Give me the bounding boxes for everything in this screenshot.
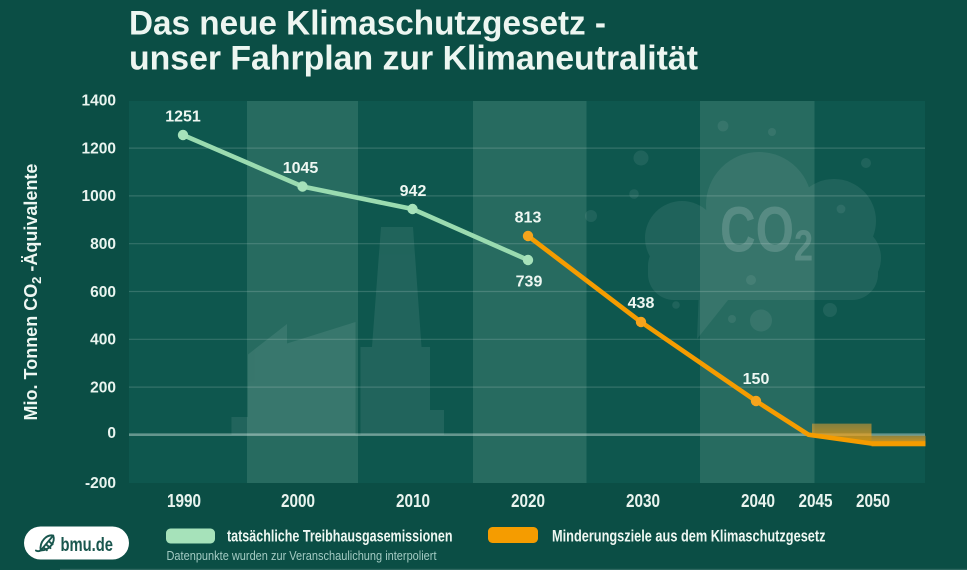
svg-text:Datenpunkte wurden zur Veransc: Datenpunkte wurden zur Veranschaulichung…	[167, 548, 437, 563]
svg-text:200: 200	[90, 379, 116, 396]
svg-text:2050: 2050	[856, 491, 890, 511]
svg-text:Minderungsziele aus dem Klimas: Minderungsziele aus dem Klimaschutzgeset…	[552, 527, 826, 546]
svg-text:CO2: CO2	[720, 194, 813, 271]
svg-text:1400: 1400	[82, 93, 116, 110]
svg-text:Das neue Klimaschutzgesetz -: Das neue Klimaschutzgesetz -	[129, 5, 606, 43]
svg-text:800: 800	[90, 236, 116, 253]
svg-text:739: 739	[516, 274, 543, 291]
svg-text:2020: 2020	[511, 491, 545, 511]
svg-text:bmu.de: bmu.de	[61, 534, 114, 556]
svg-text:1251: 1251	[165, 109, 201, 126]
svg-text:400: 400	[90, 332, 116, 349]
svg-text:1200: 1200	[82, 140, 116, 157]
svg-text:2010: 2010	[396, 491, 430, 511]
svg-text:1045: 1045	[283, 160, 319, 177]
svg-text:2030: 2030	[626, 491, 660, 511]
svg-text:600: 600	[90, 284, 116, 301]
svg-text:1000: 1000	[82, 188, 116, 205]
svg-text:438: 438	[628, 295, 655, 312]
svg-text:Mio. Tonnen CO2 -Äquivalente: Mio. Tonnen CO2 -Äquivalente	[21, 164, 44, 421]
svg-text:813: 813	[515, 210, 542, 227]
svg-text:unser Fahrplan zur Klimaneutra: unser Fahrplan zur Klimaneutralität	[129, 40, 698, 78]
svg-text:2000: 2000	[281, 491, 315, 511]
svg-text:2045: 2045	[799, 491, 833, 511]
svg-text:tatsächliche Treibhausgasemiss: tatsächliche Treibhausgasemissionen	[227, 527, 453, 546]
svg-text:0: 0	[107, 425, 116, 442]
svg-text:150: 150	[743, 371, 770, 388]
svg-text:2040: 2040	[741, 491, 775, 511]
svg-text:1990: 1990	[167, 491, 201, 511]
svg-text:942: 942	[400, 183, 427, 200]
svg-text:-200: -200	[85, 475, 116, 492]
